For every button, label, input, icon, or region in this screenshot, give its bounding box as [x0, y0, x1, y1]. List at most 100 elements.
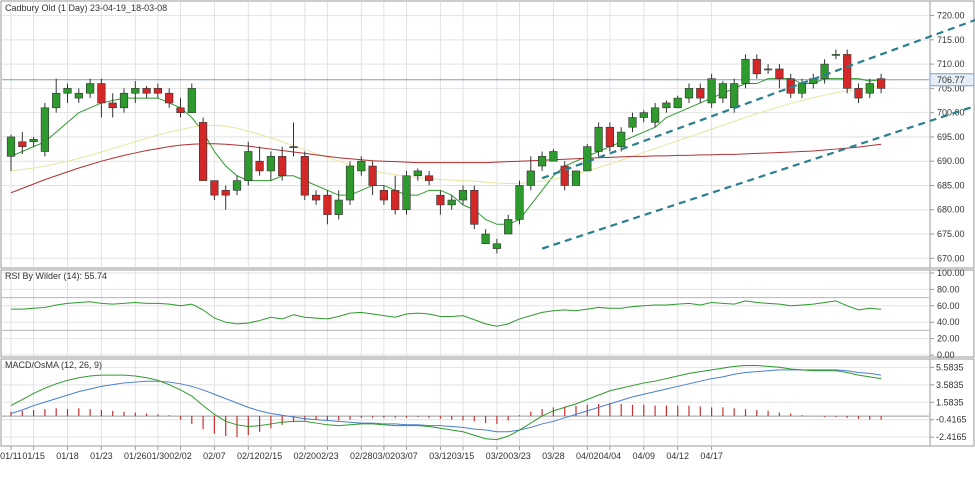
date-tick-label: 03/02 — [373, 451, 396, 461]
date-tick-label: 02/20 — [294, 451, 317, 461]
moving-average-line — [10, 85, 882, 185]
price-tick-label: 715.00 — [937, 35, 965, 45]
candle-body — [797, 83, 807, 94]
candle-body — [74, 92, 83, 99]
candle-body — [504, 219, 513, 235]
candle-body — [707, 78, 716, 104]
candle-body — [843, 54, 852, 89]
date-tick-label: 04/12 — [666, 451, 689, 461]
price-grid — [2, 2, 929, 267]
candle-body — [153, 88, 163, 94]
candle-body — [854, 88, 863, 99]
date-tick-label: 03/12 — [429, 451, 452, 461]
last-price-label: 706.77 — [937, 75, 965, 85]
date-tick-label: 01/18 — [56, 451, 79, 461]
candle-body — [413, 170, 422, 177]
candle-body — [775, 68, 784, 79]
macd-tick-label: 3.5835 — [936, 380, 964, 390]
candle-body — [763, 68, 773, 71]
price-tick-label: 710.00 — [937, 59, 965, 69]
date-tick-label: 02/15 — [260, 451, 283, 461]
macd-tick-label: -0.4165 — [936, 415, 967, 425]
candle-body — [617, 131, 626, 147]
candle-body — [289, 146, 298, 148]
candle-body — [210, 180, 219, 196]
candle-body — [526, 170, 535, 186]
candle-body — [730, 83, 739, 109]
candle-body — [311, 194, 321, 201]
candle-body — [718, 83, 727, 99]
candle-body — [119, 92, 129, 109]
rsi-tick-label: 100.00 — [937, 268, 965, 278]
candle-body — [673, 97, 682, 109]
candle-body — [52, 92, 61, 109]
candle-body — [605, 126, 614, 147]
candle-body — [639, 112, 648, 118]
candle-body — [176, 107, 185, 113]
last-price-tag — [929, 73, 975, 87]
candle-body — [470, 190, 479, 225]
rsi-pane[interactable] — [0, 269, 931, 358]
candle-body — [323, 194, 332, 215]
rsi-tick-label: 20.00 — [937, 334, 960, 344]
trend-channel[interactable] — [541, 13, 975, 250]
macd-tick-label: 1.5835 — [936, 397, 964, 407]
candle-body — [402, 175, 411, 211]
price-tick-label: 705.00 — [937, 83, 965, 93]
rsi-grid — [2, 271, 929, 356]
date-tick-label: 04/09 — [633, 451, 656, 461]
candle-body — [560, 165, 569, 186]
candle-body — [379, 190, 389, 201]
candle-body — [876, 78, 886, 89]
candle-body — [571, 170, 581, 186]
candle-body — [131, 88, 140, 94]
rsi-axis-box — [929, 269, 975, 358]
chart-title: Cadbury Old (1 Day) 23-04-19_18-03-08 — [5, 3, 167, 13]
macd-signal-line — [10, 369, 882, 433]
macd-axis: 5.5835 3.5835 1.5835 -0.4165 -2.4165 — [930, 362, 967, 442]
date-tick-label: 01/30 — [147, 451, 170, 461]
candle-body — [266, 156, 276, 172]
candle-body — [741, 58, 750, 84]
candle-body — [165, 92, 174, 104]
channel-line — [541, 104, 975, 250]
candle-body — [345, 165, 355, 201]
candle-body — [515, 185, 524, 220]
candle-body — [187, 88, 196, 113]
moving-average-line — [10, 143, 882, 194]
macd-label: MACD/OsMA (12, 26, 9) — [5, 360, 102, 370]
candle-body — [549, 151, 558, 162]
date-tick-label: 01/11 — [0, 451, 22, 461]
date-tick-label: 04/17 — [700, 451, 723, 461]
candle-body — [662, 102, 671, 109]
rsi-tick-label: 40.00 — [937, 317, 960, 327]
candle-body — [6, 136, 16, 157]
rsi-tick-label: 80.00 — [937, 284, 960, 294]
price-axis: 720.00 715.00 710.00 705.00 700.00 695.00 690.… — [930, 11, 965, 263]
candle-body — [40, 107, 49, 152]
price-tick-label: 690.00 — [937, 156, 965, 166]
date-tick-label: 02/23 — [316, 451, 339, 461]
date-tick-label: 04/04 — [599, 451, 622, 461]
price-pane[interactable] — [0, 0, 931, 269]
price-tick-label: 670.00 — [937, 253, 965, 263]
candlesticks[interactable] — [6, 49, 886, 254]
candle-body — [244, 151, 253, 181]
date-tick-label: 02/12 — [237, 451, 260, 461]
rsi-label: RSI By Wilder (14): 55.74 — [5, 271, 107, 281]
price-tick-label: 700.00 — [937, 108, 965, 118]
candle-body — [391, 190, 400, 211]
price-tick-label: 680.00 — [937, 205, 965, 215]
candle-body — [29, 139, 38, 143]
rsi-axis: 100.00 80.00 60.00 40.00 20.00 0.00 — [930, 268, 965, 360]
date-tick-label: 03/20 — [486, 451, 509, 461]
price-tick-label: 695.00 — [937, 132, 965, 142]
rsi-tick-label: 0.00 — [937, 350, 955, 360]
candle-body — [436, 194, 445, 206]
candle-body — [300, 156, 309, 196]
candle-body — [752, 58, 761, 75]
candle-body — [650, 107, 660, 123]
candle-body — [458, 190, 468, 201]
candle-body — [357, 160, 366, 172]
